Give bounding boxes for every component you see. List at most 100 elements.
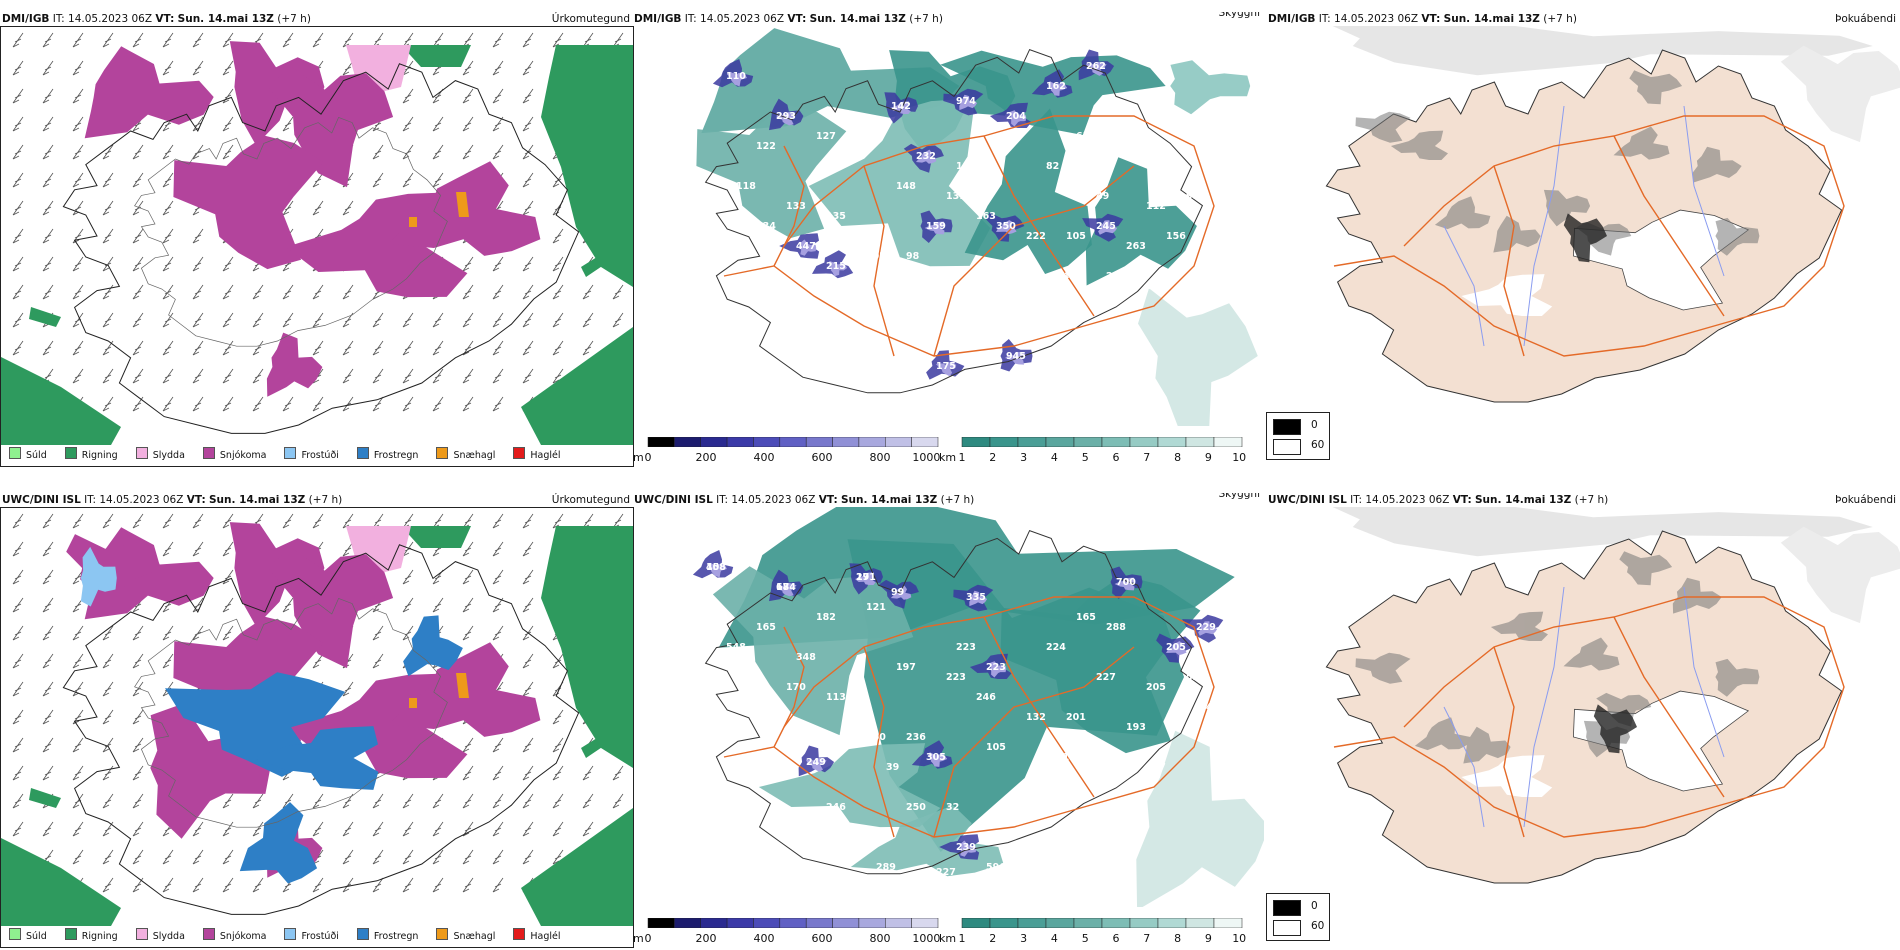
wind-barb — [342, 849, 354, 865]
it-value: 14.05.2023 06Z — [1334, 13, 1419, 25]
wind-barb — [552, 228, 564, 244]
wind-barb — [372, 653, 384, 669]
colorbar-segment — [1185, 918, 1215, 928]
panel-header: UWC/DINI ISL IT: 14.05.2023 06Z VT: Sun.… — [1268, 493, 1900, 507]
wind-barb — [192, 116, 204, 132]
wind-barb — [132, 312, 144, 328]
wind-barb — [432, 597, 444, 613]
wind-barb — [492, 32, 504, 48]
colorbar-unit: km — [939, 932, 957, 945]
wind-barb — [72, 284, 84, 300]
wind-barb — [552, 793, 564, 809]
visibility-value-label: 565 — [1086, 832, 1106, 843]
wind-barb — [102, 793, 114, 809]
fog-patch — [1414, 717, 1471, 751]
wind-barb — [192, 32, 204, 48]
wind-barb — [72, 368, 84, 384]
rain-area — [581, 242, 623, 277]
colorbar-segment — [674, 437, 701, 447]
visibility-value-label: 118 — [736, 181, 756, 192]
rain-area — [29, 788, 61, 808]
visibility-value-label: 156 — [1166, 231, 1186, 242]
rain-areas — [1, 45, 633, 445]
wind-barb — [132, 32, 144, 48]
wind-barb — [162, 228, 174, 244]
visibility-value-label: 289 — [876, 862, 896, 873]
snow-area — [84, 46, 214, 139]
wind-barb — [132, 228, 144, 244]
wind-barb — [12, 681, 24, 697]
wind-barb — [12, 541, 24, 557]
mountain-cloud-areas — [692, 550, 1224, 860]
fog-legend-label: 0 — [1311, 900, 1318, 912]
wind-barb — [222, 32, 234, 48]
tick: 0 — [644, 451, 652, 464]
mountain-cloud-area — [960, 840, 977, 857]
wind-barb — [222, 877, 234, 893]
wind-barb — [162, 541, 174, 557]
coastline — [704, 529, 1204, 875]
it-value: 14.05.2023 06Z — [99, 494, 184, 506]
wind-barb — [102, 228, 114, 244]
wind-barb — [42, 228, 54, 244]
visibility-value-label: 175 — [936, 361, 956, 372]
snow-area — [266, 332, 323, 397]
mountain-cloud-area — [915, 149, 937, 164]
wind-barb — [492, 144, 504, 160]
visibility-value-label: 177 — [866, 121, 886, 132]
wind-barb — [492, 737, 504, 753]
coastline — [704, 48, 1204, 394]
legend-swatch — [135, 447, 148, 459]
wind-barb — [342, 200, 354, 216]
colorbar-segment — [1129, 437, 1159, 447]
wind-barb — [102, 877, 114, 893]
wind-barb — [402, 396, 414, 412]
river — [1683, 586, 1725, 758]
snow-pellet-area — [456, 192, 469, 217]
panel-header: UWC/DINI ISL IT: 14.05.2023 06Z VT: Sun.… — [2, 493, 634, 507]
fog-legend-swatch-white — [1273, 920, 1301, 936]
vt-label: VT: — [155, 13, 175, 25]
tick: 2 — [989, 932, 997, 945]
wind-barb — [102, 200, 114, 216]
visibility-value-label: 596 — [986, 862, 1006, 873]
visibility-value-label: 135 — [826, 211, 846, 222]
wind-barb — [132, 653, 144, 669]
wind-barb — [312, 396, 324, 412]
colorbar-segment — [885, 437, 912, 447]
rivers — [1443, 105, 1725, 347]
panel-header: DMI/IGB IT: 14.05.2023 06Z VT: Sun. 14.m… — [2, 12, 634, 26]
rain-area — [541, 526, 633, 768]
fog-patch — [1692, 146, 1742, 183]
wind-barb — [12, 709, 24, 725]
snow-area — [267, 547, 394, 669]
wind-barb — [42, 821, 54, 837]
visibility-value-label: 406 — [1206, 702, 1226, 713]
wind-barb — [12, 597, 24, 613]
wind-barb — [582, 312, 594, 328]
visibility-value-label: 246 — [826, 802, 846, 813]
mountain-cloud-area — [1198, 621, 1218, 636]
wind-barb — [42, 653, 54, 669]
wind-barb — [12, 144, 24, 160]
wind-barb — [12, 513, 24, 529]
colorbar-segment — [911, 437, 939, 447]
visibility-value-label: 447 — [796, 241, 816, 252]
visibility-value-label: 842 — [1166, 712, 1186, 723]
visibility-labels: 110 293 142 232 974 204 162 262 159 350 245 447 215 1… — [726, 61, 1199, 397]
wind-barb — [132, 144, 144, 160]
wind-barb — [552, 821, 564, 837]
wind-barb — [132, 256, 144, 272]
vt-value: Sun. 14.mai 13Z — [177, 13, 274, 25]
wind-barb — [252, 284, 264, 300]
model-name: UWC/DINI ISL — [634, 494, 713, 506]
visibility-value-label: 88 — [1026, 301, 1040, 312]
colorbar-segment — [1157, 437, 1187, 447]
wind-barb — [12, 32, 24, 48]
wind-barb — [222, 793, 234, 809]
tick: 1 — [958, 451, 966, 464]
wind-barb — [132, 709, 144, 725]
model-name: UWC/DINI ISL — [2, 494, 81, 506]
visibility-value-label: 215 — [826, 261, 846, 272]
visibility-value-label: 262 — [1086, 61, 1106, 72]
